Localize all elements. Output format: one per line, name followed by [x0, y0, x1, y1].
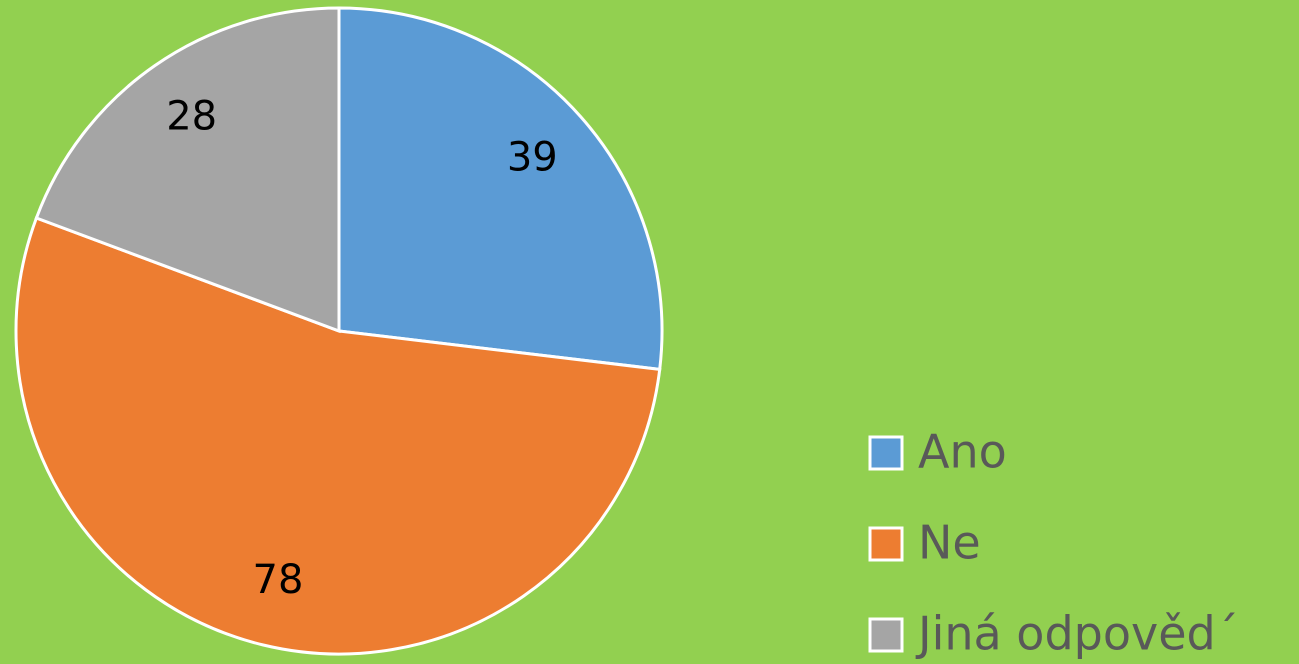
data-label: 28 — [166, 94, 217, 140]
legend-label: Ne — [918, 516, 981, 570]
legend-swatch — [868, 526, 904, 562]
pie-slice — [337, 6, 664, 372]
legend-swatch — [868, 617, 904, 653]
legend-swatch — [868, 435, 904, 471]
pie-slice — [34, 6, 341, 334]
data-label: 78 — [253, 557, 304, 603]
legend-label: Ano — [918, 425, 1007, 479]
legend-label: Jiná odpověd´ — [915, 607, 1239, 661]
pie-slice — [14, 216, 662, 656]
data-label: 39 — [507, 134, 558, 180]
